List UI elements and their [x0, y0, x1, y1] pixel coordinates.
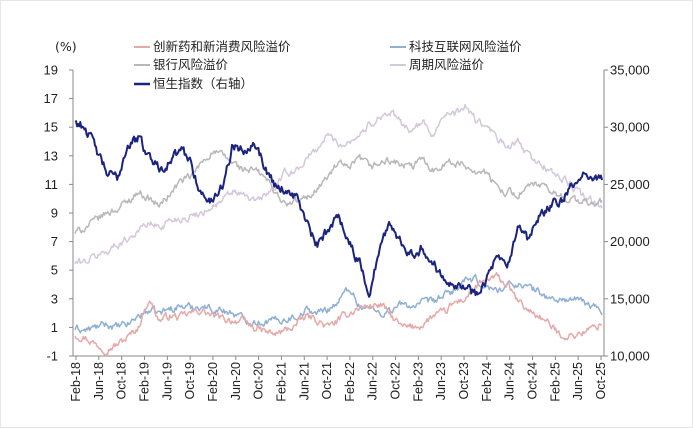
left-axis-unit: (%) [55, 39, 77, 54]
series-line-3 [74, 103, 603, 264]
right-tick-label: 30,000 [610, 120, 650, 135]
left-tick-label: 11 [45, 177, 59, 192]
right-tick-label: 35,000 [610, 63, 650, 78]
x-tick-label: Jun-23 [434, 362, 448, 400]
x-tick-label: Jun-18 [92, 362, 106, 400]
left-tick-label: 9 [51, 206, 58, 221]
left-tick-label: 19 [44, 63, 58, 78]
x-tick-label: Jun-22 [366, 362, 380, 400]
legend-label-4: 恒生指数（右轴） [153, 76, 253, 91]
x-tick-label: Jun-25 [571, 362, 585, 400]
right-tick-label: 15,000 [610, 291, 650, 306]
legend-label-1: 科技互联网风险溢价 [409, 39, 522, 54]
right-tick-label: 20,000 [610, 234, 650, 249]
left-tick-label: 15 [44, 120, 58, 135]
left-tick-label: 5 [51, 263, 58, 278]
right-tick-label: 25,000 [610, 177, 650, 192]
series-line-0 [74, 271, 603, 357]
x-tick-label: Oct-24 [526, 362, 540, 400]
left-tick-label: 1 [51, 320, 58, 335]
left-tick-label: 17 [44, 91, 58, 106]
series-line-2 [74, 149, 603, 235]
x-tick-label: Oct-22 [389, 362, 403, 400]
x-tick-label: Feb-18 [69, 362, 83, 402]
series-line-4 [74, 120, 603, 298]
x-tick-label: Jun-21 [297, 362, 311, 400]
x-tick-label: Feb-21 [274, 362, 288, 402]
x-tick-label: Feb-22 [343, 362, 357, 402]
x-tick-label: Feb-19 [137, 362, 151, 402]
right-axis-ticks: 10,000 15,000 20,000 25,000 30,000 35,000 [604, 63, 650, 364]
x-tick-label: Oct-19 [183, 362, 197, 400]
x-tick-label: Jun-19 [160, 362, 174, 400]
x-axis-ticks: Feb-18 Jun-18 Oct-18 Feb-19 Jun-19 Oct-19 Feb-… [69, 356, 608, 402]
right-tick-label: 10,000 [610, 349, 650, 364]
x-tick-label: Jun-20 [229, 362, 243, 400]
x-tick-label: Jun-24 [503, 362, 517, 400]
legend-label-2: 银行风险溢价 [153, 57, 229, 72]
legend-label-0: 创新药和新消费风险溢价 [153, 39, 291, 54]
left-tick-label: 13 [44, 148, 58, 163]
series-layer [74, 103, 603, 357]
x-tick-label: Feb-20 [206, 362, 220, 402]
left-tick-label: 3 [51, 291, 58, 306]
x-tick-label: Feb-25 [548, 362, 562, 402]
x-tick-label: Oct-21 [320, 362, 334, 400]
x-tick-label: Oct-18 [115, 362, 129, 400]
series-line-1 [74, 273, 603, 334]
x-tick-label: Oct-23 [457, 362, 471, 400]
legend-label-3: 周期风险溢价 [409, 57, 485, 72]
left-tick-label: -1 [46, 349, 58, 364]
x-tick-label: Feb-24 [480, 362, 494, 402]
legend: 创新药和新消费风险溢价 科技互联网风险溢价 银行风险溢价 周期风险溢价 恒生指数… [134, 39, 522, 91]
x-tick-label: Oct-20 [252, 362, 266, 400]
x-tick-label: Feb-23 [411, 362, 425, 402]
x-tick-label: Oct-25 [594, 362, 608, 400]
left-tick-label: 7 [51, 234, 58, 249]
